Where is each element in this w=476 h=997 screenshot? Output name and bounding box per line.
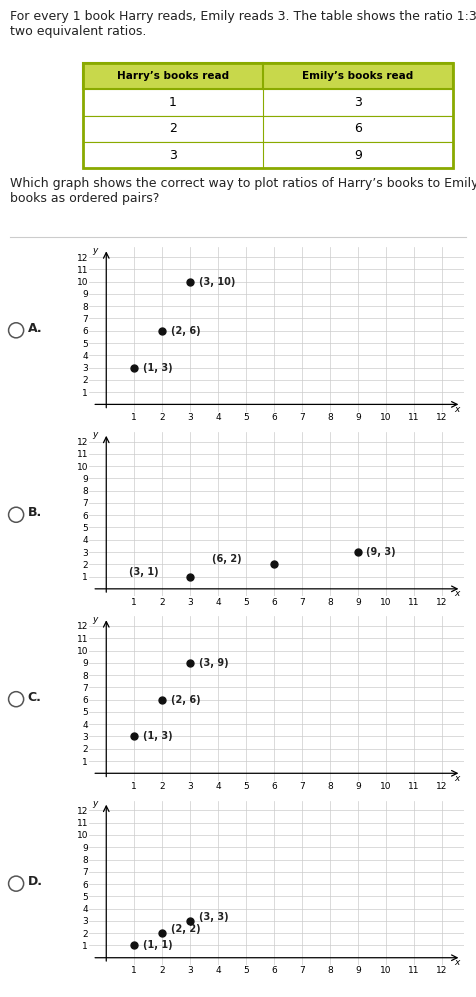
Text: Which graph shows the correct way to plot ratios of Harry’s books to Emily’s
boo: Which graph shows the correct way to plo… (10, 177, 476, 205)
Text: (1, 3): (1, 3) (143, 732, 172, 742)
Bar (83, 63, 453, 168)
Text: 1: 1 (169, 96, 177, 109)
Text: (2, 6): (2, 6) (170, 326, 200, 336)
Text: (3, 10): (3, 10) (198, 276, 235, 286)
Text: 2: 2 (169, 123, 177, 136)
Text: y: y (92, 800, 97, 809)
Text: D.: D. (28, 875, 43, 888)
Bar (83, 90, 453, 116)
Text: (3, 1): (3, 1) (129, 566, 158, 576)
Text: (9, 3): (9, 3) (366, 547, 396, 557)
Text: x: x (455, 958, 460, 967)
Text: 9: 9 (354, 149, 362, 162)
Text: Harry’s books read: Harry’s books read (117, 72, 229, 82)
Text: (1, 1): (1, 1) (143, 940, 172, 950)
Text: y: y (92, 431, 97, 440)
Text: (6, 2): (6, 2) (212, 554, 242, 564)
Text: 6: 6 (354, 123, 362, 136)
Text: 3: 3 (354, 96, 362, 109)
Text: C.: C. (28, 691, 41, 704)
Text: y: y (92, 615, 97, 624)
Bar (83, 142, 453, 168)
Text: x: x (455, 589, 460, 598)
Bar (83, 63, 453, 90)
Text: (3, 3): (3, 3) (198, 912, 228, 922)
Text: (3, 9): (3, 9) (198, 658, 228, 668)
Text: Emily’s books read: Emily’s books read (302, 72, 414, 82)
Text: (2, 6): (2, 6) (170, 695, 200, 705)
Bar (83, 116, 453, 142)
Text: B.: B. (28, 506, 42, 519)
Text: x: x (455, 405, 460, 414)
Text: (2, 2): (2, 2) (170, 924, 200, 934)
Text: (1, 3): (1, 3) (143, 363, 172, 373)
Text: For every 1 book Harry reads, Emily reads 3. The table shows the ratio 1:3 and
t: For every 1 book Harry reads, Emily read… (10, 10, 476, 38)
Text: A.: A. (28, 322, 42, 335)
Text: x: x (455, 774, 460, 783)
Text: y: y (92, 246, 97, 255)
Text: 3: 3 (169, 149, 177, 162)
